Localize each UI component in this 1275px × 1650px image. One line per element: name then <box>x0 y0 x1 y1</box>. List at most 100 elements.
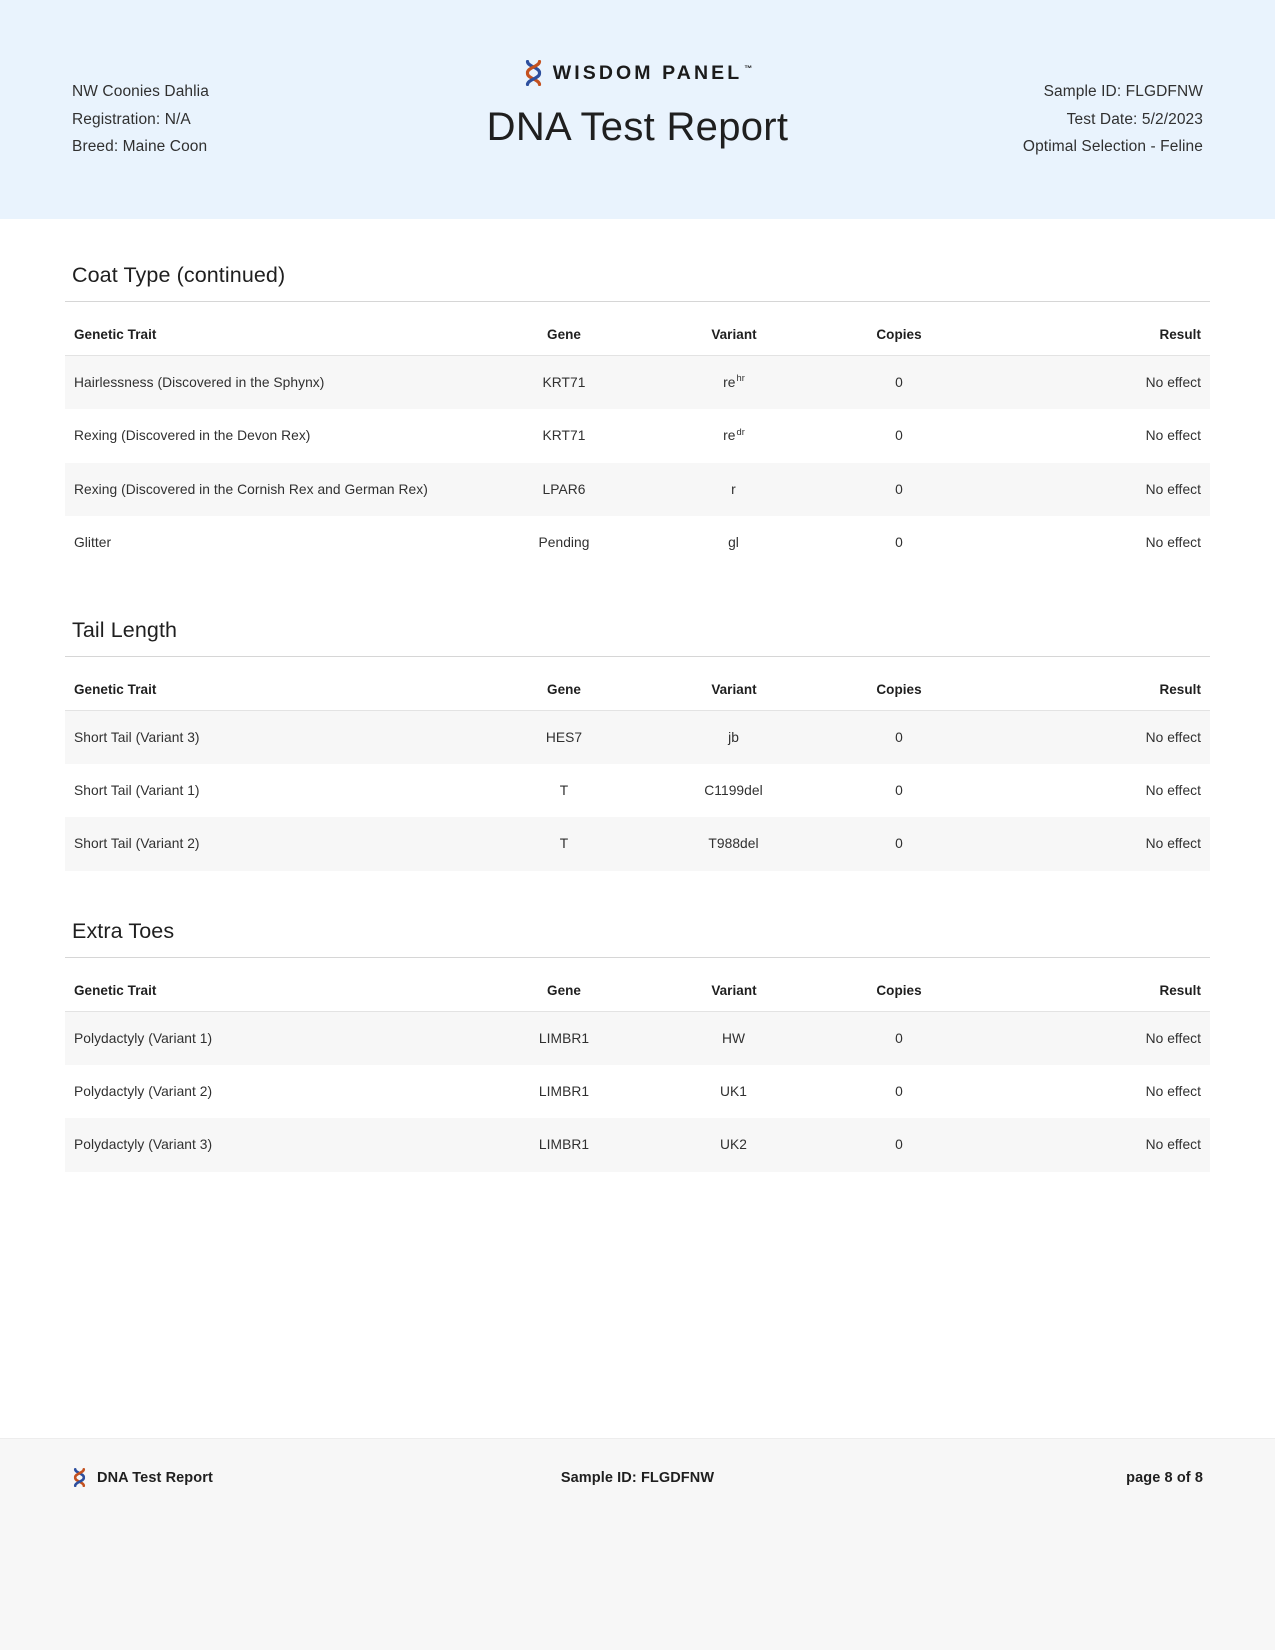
section-tail-length: Tail Length Genetic Trait Gene Variant C… <box>65 570 1210 871</box>
page-title: DNA Test Report <box>486 105 789 149</box>
column-header-trait: Genetic Trait <box>65 957 474 1012</box>
table-row: Short Tail (Variant 3) HES7 jb 0 No effe… <box>65 710 1210 764</box>
pet-info-block: NW Coonies Dahlia Registration: N/A Bree… <box>72 78 209 161</box>
table-header-row: Genetic Trait Gene Variant Copies Result <box>65 302 1210 356</box>
cell-trait: Polydactyly (Variant 2) <box>65 1065 474 1119</box>
cell-variant: UK2 <box>654 1118 814 1172</box>
cell-gene: KRT71 <box>474 355 654 410</box>
column-header-copies: Copies <box>814 302 984 356</box>
column-header-gene: Gene <box>474 302 654 356</box>
cell-copies: 0 <box>814 1065 984 1119</box>
cell-result: No effect <box>984 763 1210 818</box>
variant-base: C1199del <box>704 782 763 798</box>
variant-base: UK1 <box>720 1084 747 1099</box>
wisdom-panel-logo: WISDOM PANEL ™ <box>523 59 753 87</box>
table-row: Rexing (Discovered in the Devon Rex) KRT… <box>65 409 1210 463</box>
variant-base: HW <box>721 1030 746 1046</box>
variant-superscript: dr <box>736 426 745 437</box>
table-row: Hairlessness (Discovered in the Sphynx) … <box>65 355 1210 410</box>
cell-variant: HW <box>654 1011 814 1065</box>
pet-registration: Registration: N/A <box>72 110 191 128</box>
cell-copies: 0 <box>814 817 984 871</box>
cell-gene: HES7 <box>474 710 654 764</box>
table-row: Polydactyly (Variant 2) LIMBR1 UK1 0 No … <box>65 1065 1210 1119</box>
page-footer: DNA Test Report Sample ID: FLGDFNW page … <box>0 1438 1275 1650</box>
variant-base: re <box>723 428 736 444</box>
cell-variant: UK1 <box>654 1065 814 1119</box>
table-row: Short Tail (Variant 1) T C1199del 0 No e… <box>65 763 1210 818</box>
cell-gene: Pending <box>474 516 654 570</box>
test-date: Test Date: 5/2/2023 <box>1066 110 1203 128</box>
dna-helix-icon <box>72 1468 87 1487</box>
column-header-variant: Variant <box>654 656 814 711</box>
cell-gene: LPAR6 <box>474 462 654 517</box>
table-row: Polydactyly (Variant 3) LIMBR1 UK2 0 No … <box>65 1118 1210 1172</box>
pet-breed: Breed: Maine Coon <box>72 138 208 155</box>
cell-variant: jb <box>654 710 814 764</box>
cell-gene: LIMBR1 <box>474 1118 654 1172</box>
cell-gene: LIMBR1 <box>474 1011 654 1065</box>
cell-gene: T <box>474 817 654 871</box>
cell-variant: r <box>654 462 814 517</box>
table-header-row: Genetic Trait Gene Variant Copies Result <box>65 957 1210 1012</box>
column-header-trait: Genetic Trait <box>65 656 474 711</box>
table-header-row: Genetic Trait Gene Variant Copies Result <box>65 656 1210 711</box>
footer-page-number: page 8 of 8 <box>1126 1469 1203 1486</box>
section-title-coat-type: Coat Type (continued) <box>65 263 1210 302</box>
brand-name-text: WISDOM PANEL <box>552 61 743 84</box>
column-header-copies: Copies <box>814 656 984 711</box>
table-row: Short Tail (Variant 2) T T988del 0 No ef… <box>65 817 1210 871</box>
dna-helix-icon <box>523 59 544 87</box>
variant-base: UK2 <box>720 1137 747 1153</box>
section-title-extra-toes: Extra Toes <box>65 919 1210 958</box>
cell-variant: redr <box>654 409 814 463</box>
cell-copies: 0 <box>814 409 984 463</box>
cell-result: No effect <box>984 355 1210 410</box>
cell-trait: Polydactyly (Variant 3) <box>65 1118 474 1172</box>
table-row: Rexing (Discovered in the Cornish Rex an… <box>65 462 1210 517</box>
variant-base: gl <box>728 535 739 551</box>
cell-trait: Short Tail (Variant 2) <box>65 817 474 871</box>
footer-brand-block: DNA Test Report <box>72 1468 561 1487</box>
trait-table-tail-length: Genetic Trait Gene Variant Copies Result… <box>65 656 1210 871</box>
trademark-symbol: ™ <box>744 64 753 73</box>
cell-trait: Short Tail (Variant 3) <box>65 710 474 764</box>
section-extra-toes: Extra Toes Genetic Trait Gene Variant Co… <box>65 871 1210 1172</box>
column-header-result: Result <box>984 656 1210 711</box>
footer-report-label: DNA Test Report <box>97 1469 213 1486</box>
trait-table-coat-type: Genetic Trait Gene Variant Copies Result… <box>65 302 1210 570</box>
cell-result: No effect <box>984 710 1210 764</box>
column-header-trait: Genetic Trait <box>65 302 474 356</box>
footer-sample-id: Sample ID: FLGDFNW <box>560 1469 715 1486</box>
cell-result: No effect <box>984 817 1210 871</box>
footer-inner: DNA Test Report Sample ID: FLGDFNW page … <box>72 1468 1203 1487</box>
cell-gene: T <box>474 763 654 818</box>
cell-result: No effect <box>984 1011 1210 1065</box>
variant-base: T988del <box>708 836 759 852</box>
cell-gene: LIMBR1 <box>474 1065 654 1119</box>
cell-variant: rehr <box>654 355 814 410</box>
brand-wordmark: WISDOM PANEL ™ <box>553 62 753 85</box>
cell-variant: gl <box>654 516 814 570</box>
column-header-copies: Copies <box>814 957 984 1012</box>
cell-result: No effect <box>984 409 1210 463</box>
cell-copies: 0 <box>814 355 984 410</box>
cell-trait: Rexing (Discovered in the Cornish Rex an… <box>65 462 474 517</box>
sample-info-block: Sample ID: FLGDFNW Test Date: 5/2/2023 O… <box>1023 78 1203 161</box>
cell-result: No effect <box>984 1065 1210 1119</box>
column-header-result: Result <box>984 957 1210 1012</box>
sample-id: Sample ID: FLGDFNW <box>1043 83 1203 100</box>
cell-trait: Polydactyly (Variant 1) <box>65 1011 474 1065</box>
column-header-gene: Gene <box>474 957 654 1012</box>
section-title-tail-length: Tail Length <box>65 618 1210 657</box>
cell-variant: T988del <box>654 817 814 871</box>
pet-name: NW Coonies Dahlia <box>72 83 209 100</box>
brand-and-title-block: WISDOM PANEL ™ DNA Test Report <box>0 59 1275 149</box>
variant-base: re <box>723 375 736 390</box>
cell-result: No effect <box>984 462 1210 517</box>
cell-result: No effect <box>984 516 1210 570</box>
cell-copies: 0 <box>814 1118 984 1172</box>
variant-base: jb <box>728 729 739 745</box>
column-header-variant: Variant <box>654 302 814 356</box>
report-content: Coat Type (continued) Genetic Trait Gene… <box>0 219 1275 1172</box>
